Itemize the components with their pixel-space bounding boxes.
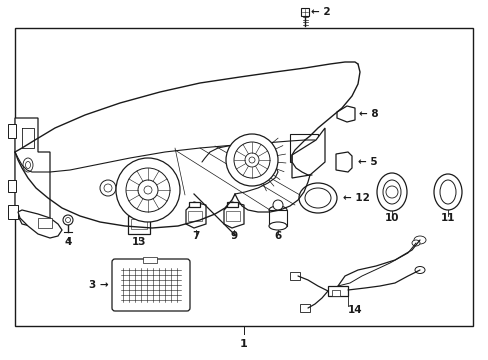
Circle shape [63, 215, 73, 225]
Bar [8, 124, 16, 138]
Bar [187, 211, 202, 221]
Ellipse shape [413, 236, 425, 244]
Text: 1: 1 [240, 339, 247, 349]
FancyBboxPatch shape [112, 259, 190, 311]
Ellipse shape [305, 188, 330, 208]
Ellipse shape [298, 183, 336, 213]
Text: 11: 11 [440, 213, 454, 223]
Bar [131, 219, 147, 229]
Polygon shape [224, 202, 244, 228]
Polygon shape [335, 152, 351, 172]
Circle shape [248, 157, 254, 163]
Text: 7: 7 [192, 231, 199, 241]
Ellipse shape [268, 222, 286, 230]
Text: ← 8: ← 8 [358, 109, 378, 119]
Polygon shape [291, 128, 325, 178]
Ellipse shape [433, 174, 461, 210]
Bar [301, 8, 308, 16]
Text: ← 5: ← 5 [357, 157, 377, 167]
Polygon shape [15, 118, 50, 228]
Circle shape [272, 200, 283, 210]
Text: 13: 13 [131, 237, 146, 247]
Text: ← 12: ← 12 [342, 193, 369, 203]
Text: ← 2: ← 2 [310, 7, 330, 17]
Text: 4: 4 [64, 237, 72, 247]
Circle shape [104, 184, 112, 192]
Ellipse shape [376, 173, 406, 211]
Ellipse shape [268, 206, 286, 214]
Circle shape [65, 217, 70, 222]
Polygon shape [132, 211, 146, 216]
Text: 6: 6 [274, 231, 281, 241]
Circle shape [225, 134, 278, 186]
Polygon shape [185, 202, 205, 228]
Text: 10: 10 [384, 213, 398, 223]
Circle shape [143, 186, 152, 194]
Bar [331, 290, 339, 296]
Circle shape [385, 186, 397, 198]
Bar [8, 205, 18, 219]
Ellipse shape [411, 240, 419, 246]
Ellipse shape [382, 180, 400, 204]
Bar [268, 210, 286, 226]
Circle shape [100, 180, 116, 196]
Circle shape [138, 180, 158, 200]
Polygon shape [327, 286, 347, 296]
Bar [225, 211, 240, 221]
Bar [289, 134, 317, 162]
Ellipse shape [23, 158, 33, 172]
Ellipse shape [414, 266, 424, 274]
Text: 14: 14 [347, 305, 362, 315]
Bar [38, 218, 52, 228]
Polygon shape [189, 202, 200, 207]
Polygon shape [18, 210, 62, 238]
Bar [8, 180, 16, 192]
Polygon shape [336, 106, 354, 122]
Circle shape [126, 168, 170, 212]
Bar [15, 28, 472, 326]
Polygon shape [226, 202, 238, 207]
Circle shape [234, 142, 269, 178]
Text: 9: 9 [230, 231, 237, 241]
Bar [299, 304, 309, 312]
Text: 3 →: 3 → [89, 280, 109, 290]
Polygon shape [128, 216, 150, 234]
Ellipse shape [439, 180, 455, 204]
Ellipse shape [25, 162, 30, 168]
Bar [289, 272, 299, 280]
Circle shape [244, 153, 259, 167]
Circle shape [116, 158, 180, 222]
Bar [142, 257, 157, 263]
